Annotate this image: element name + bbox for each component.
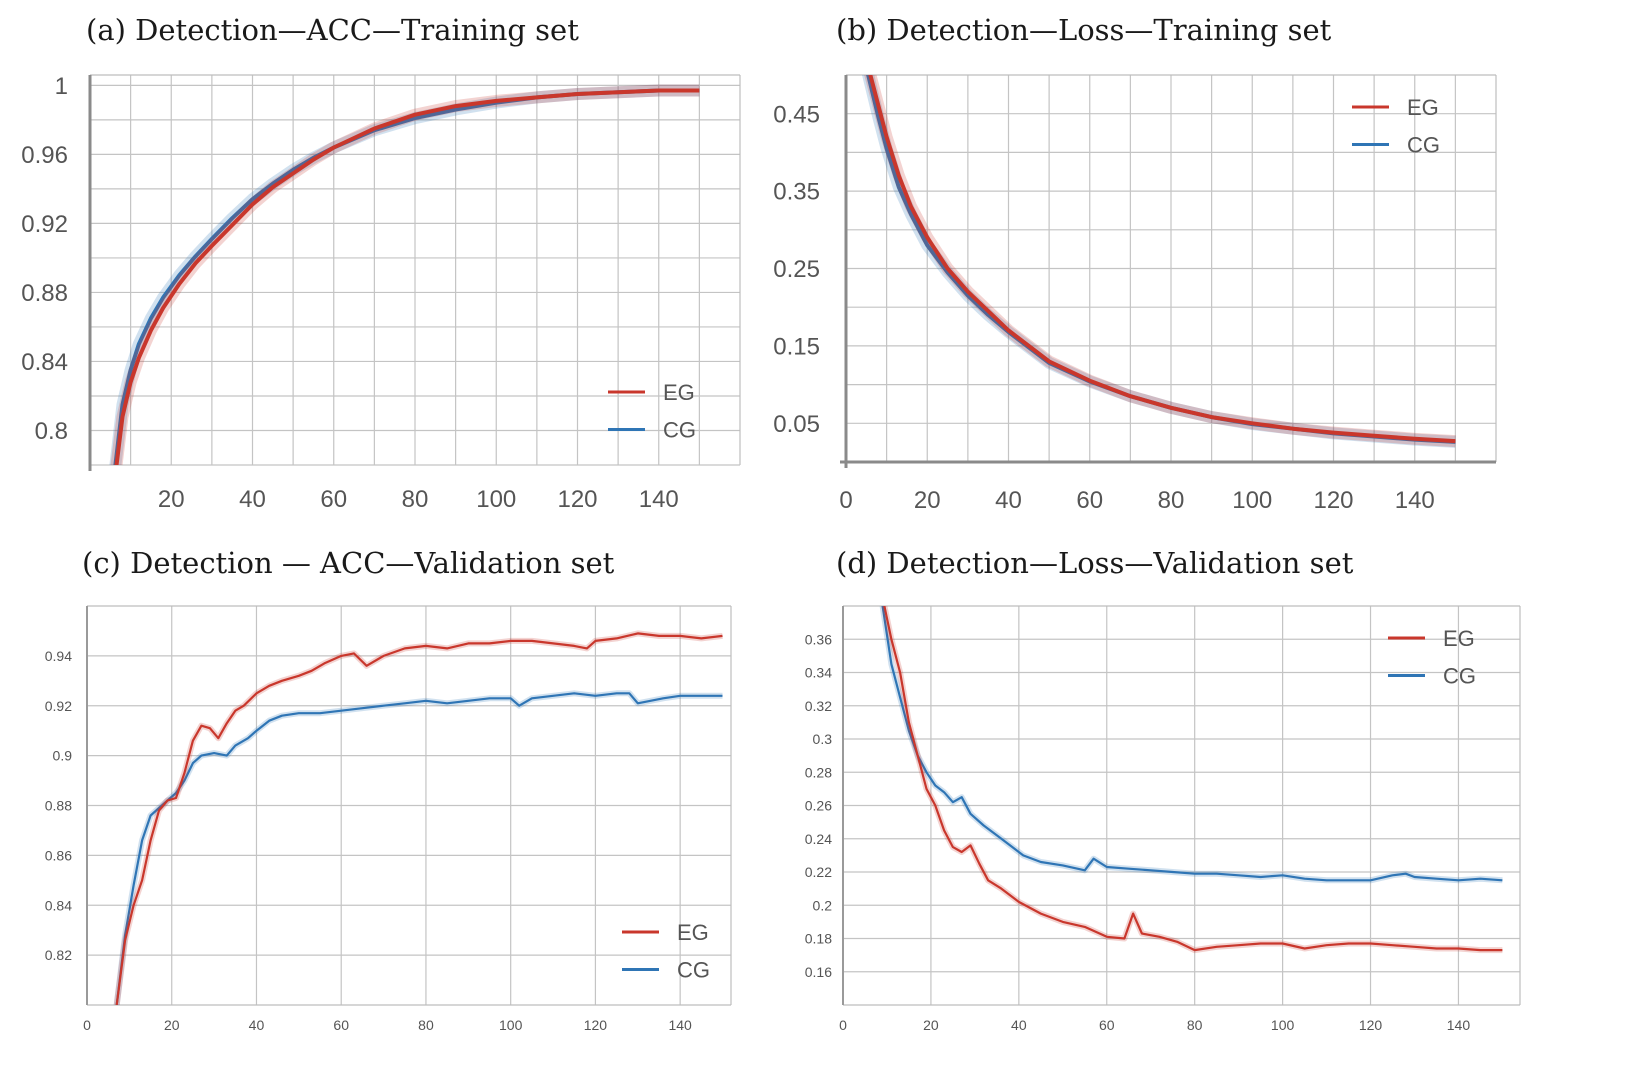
panel-d-title: (d) Detection—Loss—Validation set xyxy=(836,546,1354,580)
panel-a-ytick-label: 0.8 xyxy=(35,418,68,445)
panel-c-xtick-label: 60 xyxy=(333,1017,349,1033)
panel-c-xtick-label: 140 xyxy=(668,1017,692,1033)
panel-d-ytick-label: 0.32 xyxy=(805,698,832,714)
panel-a-ytick-label: 0.84 xyxy=(21,349,68,376)
panel-a-ytick-label: 0.96 xyxy=(21,142,68,169)
panel-a-ytick-label: 1 xyxy=(55,73,68,100)
panel-d-series-eg-line xyxy=(883,606,1503,952)
panel-c-xtick-label: 0 xyxy=(83,1017,91,1033)
panel-d-ytick-label: 0.28 xyxy=(805,764,832,780)
panel-a-legend-label-eg: EG xyxy=(663,380,695,405)
panel-d-legend-label-eg: EG xyxy=(1443,626,1475,651)
panel-b-series-eg-shade xyxy=(864,75,1456,448)
panel-c-xtick-label: 100 xyxy=(499,1017,523,1033)
panel-b-chart: (b) Detection—Loss—Training set 0 20 40 60 80… xyxy=(773,13,1497,514)
panel-a-series-eg-line xyxy=(114,88,700,465)
panel-d-ytick-label: 0.2 xyxy=(813,897,833,913)
panel-b-title: (b) Detection—Loss—Training set xyxy=(836,13,1332,47)
panel-d-ytick-label: 0.34 xyxy=(805,665,832,681)
panel-b-xtick-label: 20 xyxy=(914,487,941,514)
panel-c-series-cg-shade xyxy=(113,690,723,1005)
panel-c-xtick-label: 80 xyxy=(418,1017,434,1033)
panel-c-ytick-label: 0.94 xyxy=(45,648,72,664)
panel-c-xtick-label: 20 xyxy=(164,1017,180,1033)
panel-b-series-eg-line xyxy=(868,75,1456,444)
panel-d-xtick-label: 100 xyxy=(1271,1017,1295,1033)
panel-d-xtick-label: 120 xyxy=(1359,1017,1383,1033)
panel-d-ytick-label: 0.26 xyxy=(805,798,832,814)
panel-b-ytick-label: 0.15 xyxy=(773,334,820,361)
panel-b-legend-label-eg: EG xyxy=(1407,95,1439,120)
panel-a-plot-area xyxy=(109,84,700,465)
panel-a-series-eg-shade xyxy=(110,84,700,465)
panel-c-chart: (c) Detection — ACC—Validation set 0 20 40 6… xyxy=(45,546,732,1033)
panel-c-series-cg-line xyxy=(115,692,723,1005)
panel-a-legend-label-cg: CG xyxy=(663,418,696,443)
panel-c-ytick-label: 0.88 xyxy=(45,798,72,814)
panel-b-ytick-label: 0.25 xyxy=(773,256,820,283)
panel-a-ytick-label: 0.88 xyxy=(21,280,68,307)
panel-c-series-eg-shade xyxy=(113,630,723,1005)
panel-b-xtick-label: 60 xyxy=(1076,487,1103,514)
panel-d-xtick-label: 140 xyxy=(1447,1017,1471,1033)
panel-c-ytick-label: 0.9 xyxy=(53,748,73,764)
panel-c-xtick-label: 120 xyxy=(584,1017,608,1033)
panel-a-xtick-label: 80 xyxy=(402,486,429,513)
panel-a-title: (a) Detection—ACC—Training set xyxy=(86,13,579,47)
panel-b-plot-area xyxy=(861,75,1456,448)
panel-c-ytick-label: 0.84 xyxy=(45,897,72,913)
panel-d-ytick-label: 0.18 xyxy=(805,931,832,947)
panel-b-series-cg-line xyxy=(866,75,1456,444)
panel-d-ytick-label: 0.3 xyxy=(813,731,833,747)
panel-d-ytick-label: 0.24 xyxy=(805,831,832,847)
panel-d-xtick-label: 0 xyxy=(839,1017,847,1033)
panel-a-xtick-label: 20 xyxy=(158,486,185,513)
panel-d-xtick-label: 80 xyxy=(1187,1017,1203,1033)
panel-d-plot-area xyxy=(879,606,1503,954)
panel-d-xtick-label: 60 xyxy=(1099,1017,1115,1033)
panel-a-xtick-label: 100 xyxy=(476,486,516,513)
panel-a-ytick-label: 0.92 xyxy=(21,211,68,238)
panel-d-xtick-label: 20 xyxy=(923,1017,939,1033)
panel-d-xtick-label: 40 xyxy=(1011,1017,1027,1033)
panel-c-plot-area xyxy=(113,630,723,1005)
panel-d-ytick-label: 0.22 xyxy=(805,864,832,880)
panel-c-title: (c) Detection — ACC—Validation set xyxy=(82,546,615,580)
panel-a-series-cg-line xyxy=(113,88,700,465)
panel-b-legend-label-cg: CG xyxy=(1407,133,1440,158)
panel-c-xtick-label: 40 xyxy=(249,1017,265,1033)
panel-b-ytick-label: 0.35 xyxy=(773,179,820,206)
panel-c-ytick-label: 0.92 xyxy=(45,698,72,714)
panel-a-xtick-label: 140 xyxy=(639,486,679,513)
panel-b-series-cg-shade xyxy=(861,75,1456,448)
panel-c-legend-label-eg: EG xyxy=(677,920,709,945)
panel-a-series-cg-shade xyxy=(109,84,700,465)
panel-d-series-cg-line xyxy=(881,606,1503,882)
panel-b-xtick-label: 120 xyxy=(1313,487,1353,514)
panel-d-chart: (d) Detection—Loss—Validation set 0 20 40 60… xyxy=(805,546,1521,1033)
panel-a-xtick-label: 60 xyxy=(320,486,347,513)
panel-b-ytick-label: 0.05 xyxy=(773,411,820,438)
panel-b-xtick-label: 140 xyxy=(1395,487,1435,514)
panel-b-xtick-label: 100 xyxy=(1232,487,1272,514)
panel-b-xtick-label: 0 xyxy=(839,487,852,514)
panel-d-legend-label-cg: CG xyxy=(1443,664,1476,689)
panel-a-xtick-label: 40 xyxy=(239,486,266,513)
panel-a-xtick-label: 120 xyxy=(557,486,597,513)
panel-c-ytick-label: 0.86 xyxy=(45,847,72,863)
panel-c-legend-label-cg: CG xyxy=(677,958,710,983)
panel-d-ytick-label: 0.36 xyxy=(805,631,832,647)
panel-b-ytick-label: 0.45 xyxy=(773,101,820,128)
panel-d-ytick-label: 0.16 xyxy=(805,964,832,980)
panel-b-xtick-label: 80 xyxy=(1158,487,1185,514)
panel-d-series-eg-shade xyxy=(881,606,1503,954)
panel-c-ytick-label: 0.82 xyxy=(45,947,72,963)
panel-c-series-eg-line xyxy=(115,632,723,1005)
panel-b-xtick-label: 40 xyxy=(995,487,1022,514)
